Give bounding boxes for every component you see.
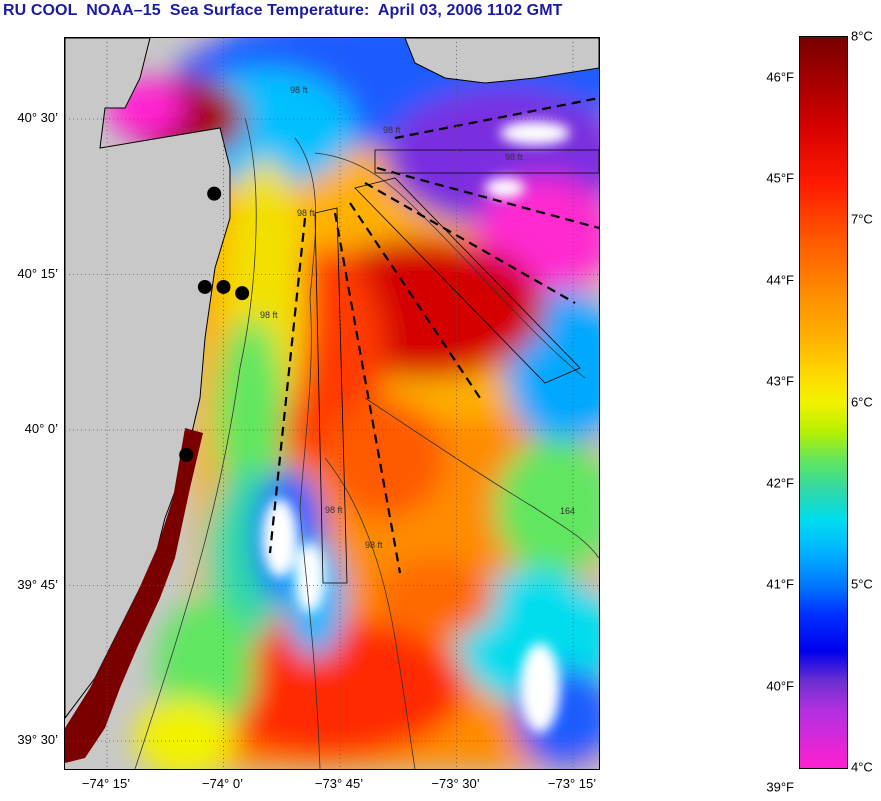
depth-contour-label: 98 ft [297, 208, 315, 218]
celsius-tick-label: 5°C [851, 576, 873, 592]
graticule [65, 38, 599, 769]
longitude-label: −74° 15’ [81, 776, 131, 791]
station-markers [179, 186, 250, 462]
sst-map-canvas: 98 ft 98 ft 98 ft 98 ft 98 ft 98 ft 98 ft 164 [65, 38, 599, 769]
latitude-label: 39° 45’ [17, 576, 58, 592]
fahrenheit-tick-label: 41°F [766, 576, 794, 592]
page-title: RU COOL NOAA–15 Sea Surface Temperature:… [3, 2, 563, 19]
station-marker[interactable] [235, 286, 250, 301]
sea-surface-temperature-field [105, 38, 599, 769]
celsius-tick-label: 8°C [851, 28, 873, 44]
depth-contour-label: 98 ft [383, 125, 401, 135]
depth-contour-label: 98 ft [290, 85, 308, 95]
longitude-label: −74° 0’ [202, 776, 243, 791]
station-marker[interactable] [216, 279, 231, 294]
fahrenheit-tick-label: 42°F [766, 475, 794, 491]
barnegat-bay-marsh [65, 428, 203, 763]
latitude-label: 40° 30’ [17, 110, 58, 125]
station-marker[interactable] [207, 186, 222, 201]
longitude-label: −73° 15’ [547, 776, 597, 791]
longitude-label: −73° 30’ [431, 776, 480, 791]
survey-areas [314, 149, 599, 584]
depth-contour-label: 98 ft [325, 505, 343, 515]
temperature-colorbar [799, 36, 848, 769]
station-marker[interactable] [197, 279, 212, 294]
bathymetry-contours [134, 117, 599, 769]
celsius-tick-label: 7°C [851, 211, 873, 227]
fahrenheit-tick-label: 44°F [766, 272, 794, 288]
land-long-island [404, 38, 599, 84]
celsius-tick-label: 6°C [851, 394, 873, 409]
depth-contour-labels: 98 ft 98 ft 98 ft 98 ft 98 ft 98 ft 98 ft 164 [260, 85, 575, 550]
depth-contour-label: 98 ft [505, 152, 523, 162]
celsius-tick-label: 4°C [851, 759, 873, 775]
fahrenheit-tick-label: 45°F [766, 170, 794, 186]
depth-contour-label: 164 [560, 506, 575, 516]
longitude-label: −73° 45’ [314, 776, 364, 791]
station-marker[interactable] [179, 447, 194, 462]
fahrenheit-tick-label: 39°F [766, 779, 794, 795]
latitude-label: 40° 0’ [24, 421, 58, 436]
depth-contour-label: 98 ft [260, 310, 278, 320]
transect-lines [268, 96, 599, 574]
latitude-label: 39° 30’ [17, 732, 58, 747]
fahrenheit-tick-label: 46°F [766, 69, 794, 85]
cloud-mask [262, 121, 570, 733]
latitude-label: 40° 15’ [17, 265, 58, 281]
fahrenheit-tick-label: 43°F [766, 373, 794, 389]
sst-map[interactable]: 98 ft 98 ft 98 ft 98 ft 98 ft 98 ft 98 ft 164 [64, 37, 600, 770]
fahrenheit-tick-label: 40°F [766, 678, 794, 694]
depth-contour-label: 98 ft [365, 540, 383, 550]
